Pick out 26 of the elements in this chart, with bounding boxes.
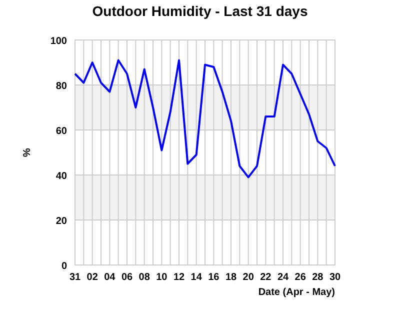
- x-tick-label: 24: [277, 272, 289, 283]
- y-tick-label: 40: [56, 171, 68, 182]
- y-tick-label: 100: [50, 36, 68, 47]
- y-tick-label: 0: [61, 261, 68, 272]
- x-tick-label: 06: [121, 272, 133, 283]
- x-tick-label: 02: [86, 272, 98, 283]
- x-tick-label: 12: [173, 272, 185, 283]
- x-tick-label: 20: [242, 272, 254, 283]
- y-tick-label: 80: [56, 81, 68, 92]
- x-tick-label: 22: [260, 272, 272, 283]
- x-axis-title: Date (Apr - May): [258, 287, 335, 298]
- x-tick-label: 30: [329, 272, 341, 283]
- x-tick-label: 10: [156, 272, 168, 283]
- x-tick-label: 28: [312, 272, 324, 283]
- y-axis-title: %: [22, 148, 33, 157]
- chart-title: Outdoor Humidity - Last 31 days: [92, 3, 308, 19]
- line-series: [74, 59, 336, 178]
- x-tick-label: 26: [294, 272, 306, 283]
- x-tick-label: 18: [225, 272, 237, 283]
- x-tick-label: 31: [69, 272, 81, 283]
- y-tick-label: 60: [56, 126, 68, 137]
- x-tick-label: 08: [138, 272, 150, 283]
- x-tick-label: 04: [104, 272, 116, 283]
- y-tick-label: 20: [56, 216, 68, 227]
- x-tick-label: 16: [208, 272, 220, 283]
- x-tick-label: 14: [190, 272, 202, 283]
